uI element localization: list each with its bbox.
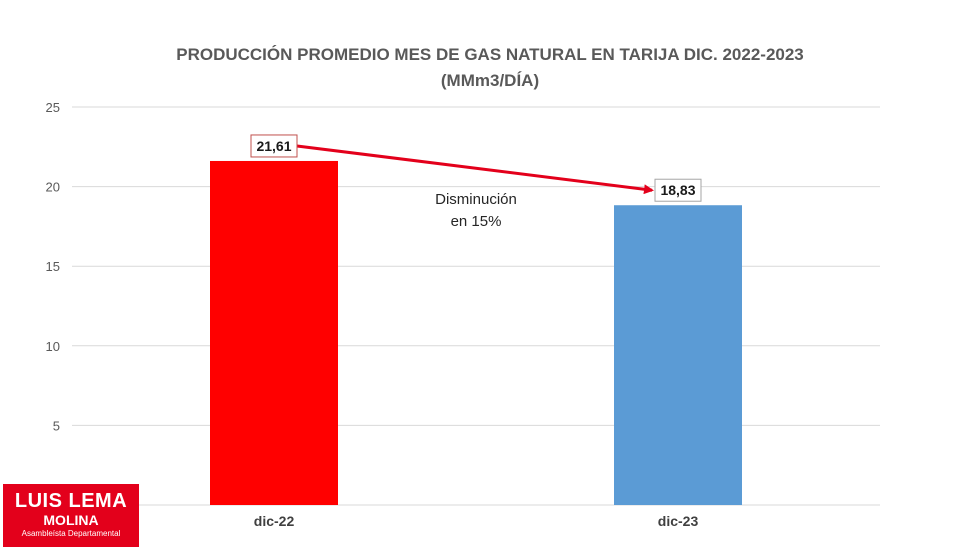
bar: [614, 205, 742, 506]
logo: LUIS LEMA MOLINA Asambleísta Departament…: [3, 484, 139, 547]
data-label: 21,61: [256, 138, 291, 154]
y-tick-label: 10: [46, 339, 60, 354]
annotation-line1: Disminución: [435, 191, 517, 208]
decrease-arrow: [296, 144, 654, 195]
bars: dic-22 dic-23: [210, 160, 742, 529]
y-tick-label: 20: [46, 180, 60, 195]
logo-role: Asambleísta Departamental: [21, 529, 121, 538]
chart-title: PRODUCCIÓN PROMEDIO MES DE GAS NATURAL E…: [176, 45, 804, 64]
data-label-box: [654, 178, 702, 202]
data-label-box: [250, 134, 298, 158]
y-tick-label: 25: [46, 100, 60, 115]
bar: [210, 160, 338, 505]
x-tick-label: dic-23: [658, 513, 699, 529]
annotation-line2: en 15%: [451, 213, 502, 230]
y-axis: 5 10 15 20 25: [46, 100, 60, 433]
data-label: 18,83: [660, 182, 695, 198]
annotation: 21,61 18,83 Disminución en 15%: [250, 134, 702, 230]
x-tick-label: dic-22: [254, 513, 295, 529]
y-tick-label: 15: [46, 259, 60, 274]
chart-subtitle: (MMm3/DÍA): [440, 71, 540, 90]
logo-name-line1: LUIS LEMA: [14, 490, 128, 512]
y-tick-label: 5: [53, 418, 60, 433]
gridlines: [72, 106, 880, 506]
logo-name-line2: MOLINA: [43, 512, 99, 528]
